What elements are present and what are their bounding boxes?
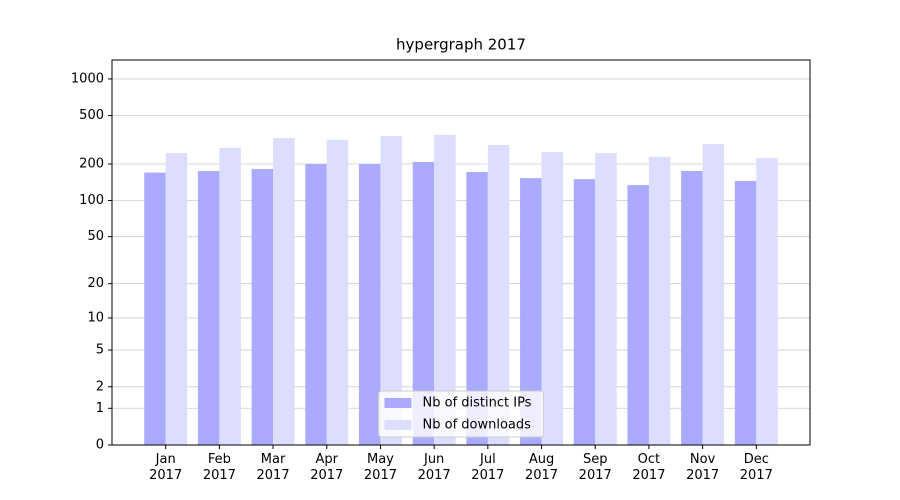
x-tick-label: Jun 2017 xyxy=(417,452,451,483)
y-tick-label: 1 xyxy=(96,401,104,416)
bar xyxy=(573,179,596,445)
x-tick-label: Apr 2017 xyxy=(310,452,344,483)
bar xyxy=(466,171,488,445)
legend-swatch xyxy=(384,420,412,430)
y-tick-label: 500 xyxy=(79,108,104,123)
x-tick-label: May 2017 xyxy=(363,452,397,483)
y-tick-label: 200 xyxy=(79,157,104,172)
bar xyxy=(702,144,725,446)
y-tick-label: 10 xyxy=(87,310,104,325)
bar xyxy=(541,152,564,446)
bar xyxy=(734,180,757,446)
bar xyxy=(251,168,274,445)
bar xyxy=(412,161,435,445)
bar xyxy=(434,134,456,445)
bar xyxy=(595,153,617,445)
y-tick-label: 2 xyxy=(96,379,104,394)
bar xyxy=(326,140,349,446)
plot-frame xyxy=(111,59,811,446)
x-tick-label: Sep 2017 xyxy=(578,452,612,483)
bar xyxy=(358,164,381,445)
x-tick-label: Jul 2017 xyxy=(471,452,505,483)
bar xyxy=(219,147,241,445)
bar xyxy=(144,172,166,445)
legend-label: Nb of distinct IPs xyxy=(423,396,532,411)
y-tick-label: 1000 xyxy=(71,71,104,86)
legend-label: Nb of downloads xyxy=(423,418,532,433)
bar xyxy=(273,138,295,446)
legend-box xyxy=(378,390,544,438)
x-tick-label: Nov 2017 xyxy=(686,452,720,483)
bar xyxy=(681,171,703,445)
bar xyxy=(487,144,510,445)
x-tick-label: Feb 2017 xyxy=(202,452,236,483)
x-tick-label: Mar 2017 xyxy=(256,452,290,483)
bar xyxy=(648,156,671,446)
y-tick-label: 100 xyxy=(79,193,104,208)
x-tick-label: Oct 2017 xyxy=(632,452,666,483)
bar xyxy=(197,171,220,445)
y-tick-label: 20 xyxy=(87,276,104,291)
chart-title: hypergraph 2017 xyxy=(396,36,526,54)
bar xyxy=(305,164,327,445)
bar xyxy=(165,153,188,445)
x-tick-label: Aug 2017 xyxy=(524,452,559,483)
y-tick-label: 5 xyxy=(96,343,104,358)
y-tick-label: 0 xyxy=(96,438,104,453)
legend-swatch xyxy=(384,398,412,408)
bar xyxy=(380,135,402,445)
x-tick-label: Dec 2017 xyxy=(739,452,773,483)
bar xyxy=(756,158,778,445)
y-tick-label: 50 xyxy=(87,229,104,244)
x-tick-label: Jan 2017 xyxy=(149,452,183,483)
bar xyxy=(520,178,542,445)
bar xyxy=(627,185,649,446)
